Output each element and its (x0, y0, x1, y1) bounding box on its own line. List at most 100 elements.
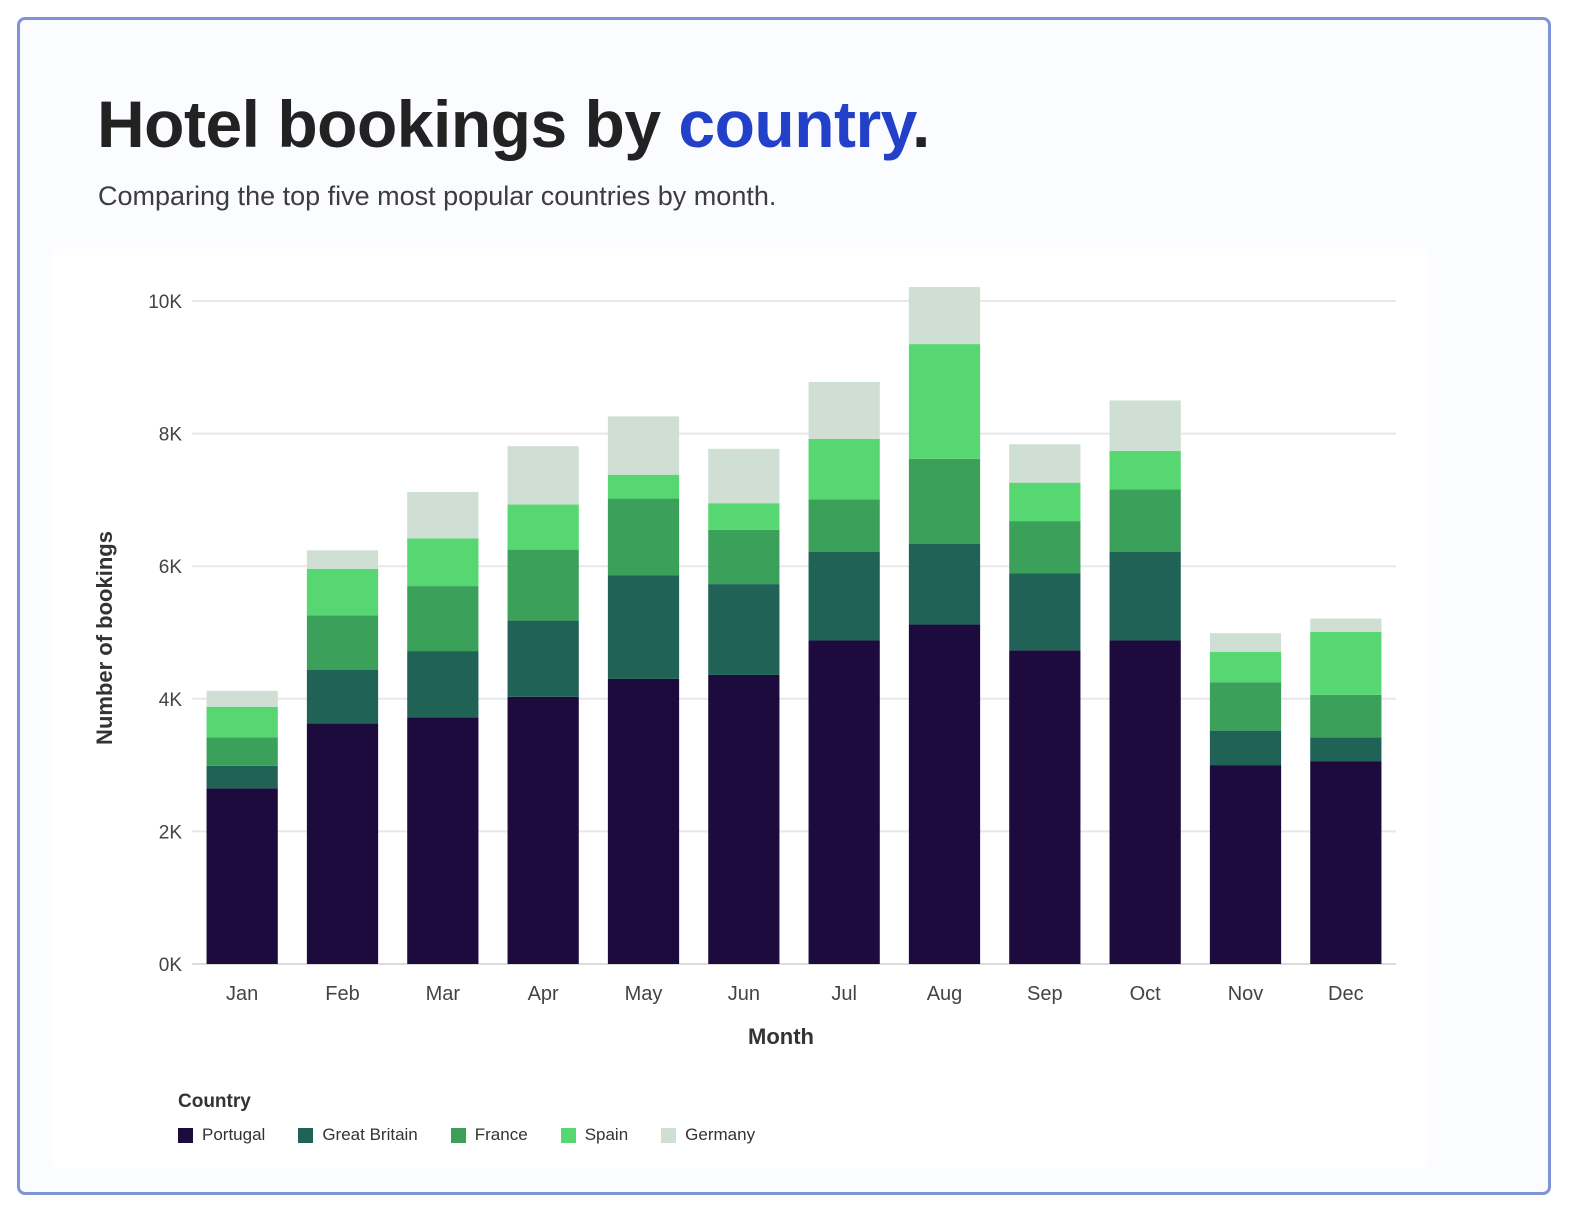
chart-card: 0K 2K 4K 6K 8K 10K Jan Feb Mar Apr May Jun Jul Aug Se… (52, 249, 1428, 1169)
bar-segment-portugal-apr[interactable] (507, 696, 579, 964)
y-tick-label: 8K (159, 425, 183, 446)
y-tick-label: 4K (159, 690, 183, 711)
bar-segment-spain-aug[interactable] (908, 344, 981, 459)
bar-segment-portugal-oct[interactable] (1109, 640, 1181, 964)
bar-segment-spain-apr[interactable] (507, 504, 579, 550)
bar-segment-portugal-aug[interactable] (908, 624, 981, 964)
legend-label: Portugal (202, 1125, 266, 1144)
bar-segment-germany-jul[interactable] (808, 381, 880, 439)
bar-segment-great-britain-mar[interactable] (407, 651, 479, 718)
bar-segment-france-oct[interactable] (1109, 489, 1181, 552)
legend-swatch (178, 1127, 193, 1143)
bar-segment-germany-mar[interactable] (407, 491, 479, 539)
bar-segment-france-apr[interactable] (507, 549, 579, 621)
bar-segment-great-britain-aug[interactable] (908, 543, 981, 625)
y-tick-label: 10K (148, 292, 182, 313)
legend-item-germany[interactable]: Germany (661, 1125, 755, 1145)
bar-segment-france-mar[interactable] (407, 586, 479, 652)
bar-segment-portugal-jun[interactable] (708, 674, 780, 964)
bar-segment-great-britain-nov[interactable] (1209, 730, 1282, 766)
bars (206, 287, 1382, 964)
bar-segment-spain-jul[interactable] (808, 438, 880, 500)
bar-segment-france-nov[interactable] (1209, 682, 1282, 731)
legend-swatch (450, 1127, 466, 1143)
bar-segment-spain-jun[interactable] (708, 503, 780, 530)
bar-segment-france-aug[interactable] (908, 458, 981, 544)
bar-segment-portugal-may[interactable] (607, 678, 680, 964)
bar-segment-great-britain-feb[interactable] (306, 669, 379, 724)
bar-segment-france-jun[interactable] (708, 529, 780, 585)
bar-segment-germany-may[interactable] (607, 416, 680, 475)
legend-swatch (661, 1127, 677, 1143)
chart-title: Hotel bookings by country. (97, 86, 930, 162)
legend-item-portugal[interactable]: Portugal (178, 1125, 265, 1145)
gridlines (192, 300, 1396, 965)
bar-segment-germany-feb[interactable] (306, 550, 379, 569)
bar-segment-portugal-nov[interactable] (1209, 765, 1282, 964)
x-axis-label: Month (748, 1024, 814, 1049)
bar-segment-portugal-sep[interactable] (1009, 650, 1081, 964)
chart-frame: Hotel bookings by country. Comparing the… (17, 17, 1551, 1195)
bar-segment-great-britain-dec[interactable] (1310, 737, 1382, 762)
title-suffix: . (911, 87, 930, 161)
legend-title: Country (178, 1091, 251, 1112)
x-tick-label: Jan (226, 983, 258, 1005)
bar-segment-portugal-feb[interactable] (306, 723, 379, 964)
bar-segment-great-britain-sep[interactable] (1009, 573, 1081, 651)
y-tick-label: 2K (159, 822, 183, 843)
legend-item-spain[interactable]: Spain (560, 1125, 629, 1145)
bar-segment-portugal-jul[interactable] (808, 640, 880, 964)
x-tick-label: Sep (1027, 983, 1063, 1005)
bar-segment-spain-dec[interactable] (1310, 631, 1382, 695)
title-accent: country (678, 87, 912, 161)
bar-segment-spain-feb[interactable] (306, 568, 379, 616)
bar-segment-portugal-mar[interactable] (407, 717, 479, 964)
bar-segment-france-feb[interactable] (306, 615, 379, 670)
bar-segment-portugal-dec[interactable] (1310, 761, 1382, 964)
bar-segment-france-jan[interactable] (206, 737, 278, 766)
bar-segment-germany-sep[interactable] (1009, 444, 1081, 483)
x-tick-label: Jun (728, 983, 760, 1005)
y-tick-label: 0K (159, 955, 183, 976)
bar-segment-germany-dec[interactable] (1310, 618, 1382, 632)
stacked-bar-chart: 0K 2K 4K 6K 8K 10K Jan Feb Mar Apr May Jun Jul Aug Se… (92, 287, 1396, 1049)
legend-label: France (474, 1125, 528, 1144)
bar-segment-great-britain-jun[interactable] (708, 584, 780, 675)
legend-item-great-britain[interactable]: Great Britain (298, 1125, 418, 1145)
bar-segment-spain-may[interactable] (607, 474, 680, 499)
legend-swatch (560, 1127, 576, 1143)
x-axis-ticks: Jan Feb Mar Apr May Jun Jul Aug Sep Oct Nov Dec (226, 983, 1364, 1005)
bar-segment-germany-apr[interactable] (507, 446, 579, 505)
bar-segment-france-dec[interactable] (1310, 694, 1382, 738)
bar-segment-france-may[interactable] (607, 498, 680, 576)
legend-item-france[interactable]: France (450, 1125, 528, 1145)
bar-segment-germany-aug[interactable] (908, 287, 981, 345)
bar-segment-great-britain-may[interactable] (607, 575, 680, 679)
bar-segment-great-britain-apr[interactable] (507, 620, 579, 697)
bar-segment-germany-oct[interactable] (1109, 400, 1181, 451)
bar-segment-france-sep[interactable] (1009, 521, 1081, 574)
x-tick-label: Mar (426, 983, 461, 1005)
x-tick-label: Oct (1130, 983, 1162, 1005)
bar-segment-spain-jan[interactable] (206, 706, 278, 738)
x-tick-label: Dec (1328, 983, 1364, 1005)
legend-label: Germany (685, 1125, 756, 1144)
bar-segment-france-jul[interactable] (808, 499, 880, 552)
bar-segment-great-britain-jul[interactable] (808, 551, 880, 641)
legend-label: Spain (584, 1125, 629, 1144)
bar-segment-germany-jan[interactable] (206, 690, 278, 707)
legend-items: Portugal Great Britain France Spain Germany (178, 1125, 755, 1145)
y-axis-ticks: 0K 2K 4K 6K 8K 10K (148, 292, 182, 976)
legend: Country Portugal Great Britain France Spain… (178, 1091, 755, 1145)
bar-segment-great-britain-oct[interactable] (1109, 551, 1181, 641)
bar-segment-germany-jun[interactable] (708, 448, 780, 504)
bar-segment-spain-sep[interactable] (1009, 482, 1081, 522)
bar-segment-spain-oct[interactable] (1109, 450, 1181, 490)
x-tick-label: Jul (831, 983, 857, 1005)
bar-segment-germany-nov[interactable] (1209, 633, 1282, 652)
bar-segment-spain-mar[interactable] (407, 538, 479, 587)
bar-segment-portugal-jan[interactable] (206, 788, 278, 964)
bar-segment-spain-nov[interactable] (1209, 651, 1282, 683)
x-tick-label: Nov (1228, 983, 1264, 1005)
bar-segment-great-britain-jan[interactable] (206, 765, 278, 789)
